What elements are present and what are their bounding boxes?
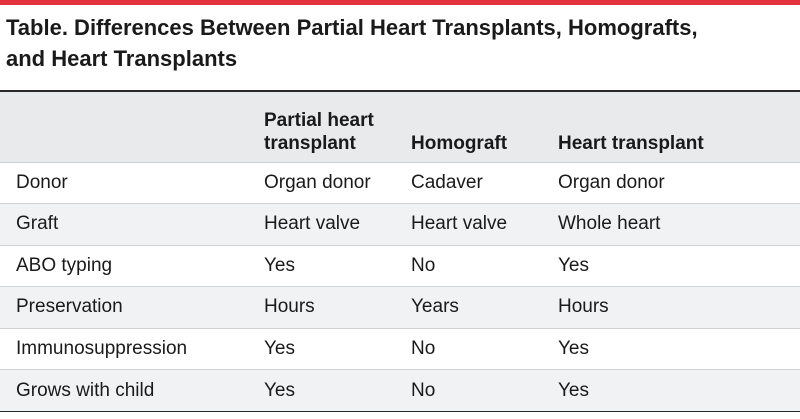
cell-homograft: Heart valve xyxy=(411,213,508,235)
comparison-table-container: Partial heart transplant Homograft Heart… xyxy=(0,90,800,412)
cell-homograft: Cadaver xyxy=(411,171,483,193)
cell-partial: Yes xyxy=(264,337,295,359)
header-partial-line-1: Partial heart xyxy=(264,109,374,131)
accent-rule xyxy=(0,0,800,5)
header-row-label xyxy=(0,92,264,162)
header-partial-line-2: transplant xyxy=(264,132,356,154)
table-row: Immunosuppression Yes No Yes xyxy=(0,328,800,370)
cell-partial: Organ donor xyxy=(264,171,371,193)
cell-homograft: No xyxy=(411,379,436,401)
row-label: Donor xyxy=(16,171,68,193)
table-row: Donor Organ donor Cadaver Organ donor xyxy=(0,162,800,204)
table-title-line-1: Table. Differences Between Partial Heart… xyxy=(6,15,698,40)
cell-homograft: Years xyxy=(411,296,459,318)
row-label: ABO typing xyxy=(16,254,113,276)
table-header-row: Partial heart transplant Homograft Heart… xyxy=(0,92,800,162)
cell-heart: Whole heart xyxy=(558,213,661,235)
cell-partial: Hours xyxy=(264,296,315,318)
table-title-line-2: and Heart Transplants xyxy=(6,46,238,71)
row-label: Graft xyxy=(16,213,59,235)
table-row: Graft Heart valve Heart valve Whole hear… xyxy=(0,203,800,245)
cell-heart: Yes xyxy=(558,379,589,401)
row-label: Immunosuppression xyxy=(16,337,188,359)
comparison-table: Partial heart transplant Homograft Heart… xyxy=(0,92,800,411)
cell-heart: Organ donor xyxy=(558,171,665,193)
table-row: ABO typing Yes No Yes xyxy=(0,245,800,287)
cell-homograft: No xyxy=(411,254,436,276)
header-homograft: Homograft xyxy=(411,132,508,154)
table-row: Grows with child Yes No Yes xyxy=(0,369,800,411)
cell-partial: Yes xyxy=(264,379,295,401)
cell-partial: Heart valve xyxy=(264,213,361,235)
cell-heart: Yes xyxy=(558,337,589,359)
table-title: Table. Differences Between Partial Heart… xyxy=(6,12,786,74)
table-row: Preservation Hours Years Hours xyxy=(0,286,800,328)
header-partial-heart-transplant: Partial heart transplant xyxy=(264,92,411,162)
row-label: Preservation xyxy=(16,296,123,318)
cell-heart: Yes xyxy=(558,254,589,276)
cell-partial: Yes xyxy=(264,254,295,276)
cell-heart: Hours xyxy=(558,296,609,318)
cell-homograft: No xyxy=(411,337,436,359)
header-heart-transplant: Heart transplant xyxy=(558,132,704,154)
row-label: Grows with child xyxy=(16,379,155,401)
